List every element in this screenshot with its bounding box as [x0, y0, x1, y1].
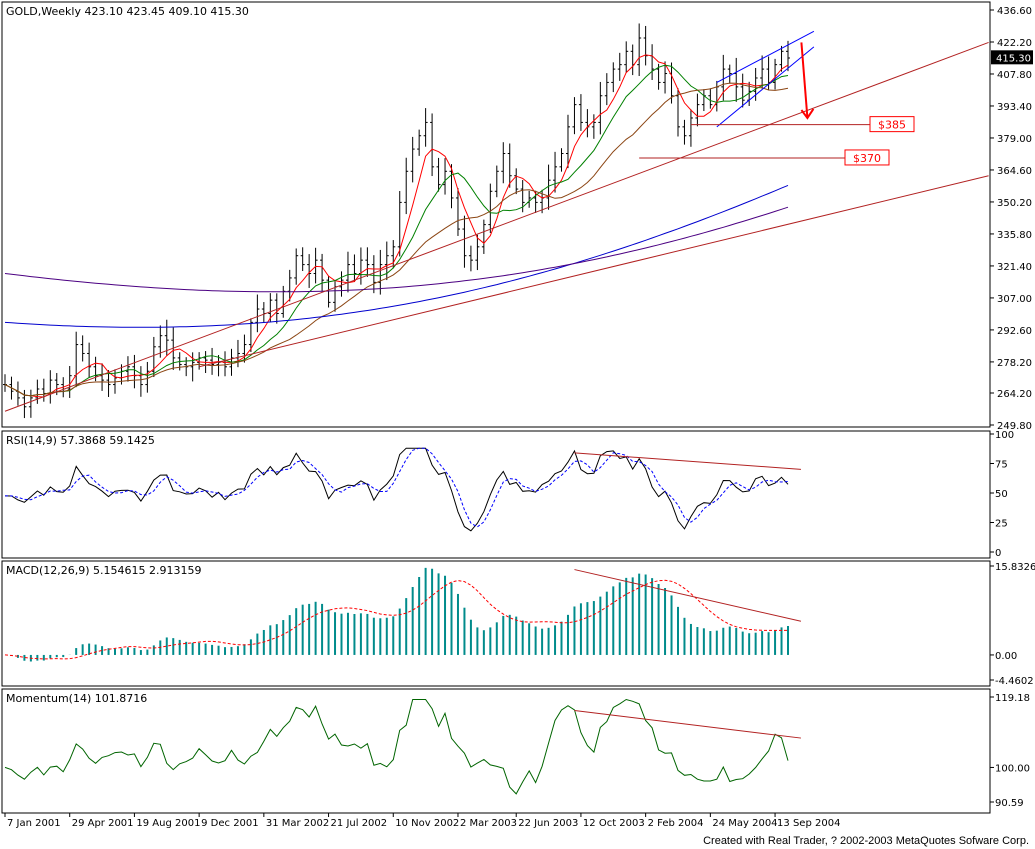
ma-20-line	[4, 82, 789, 397]
ma-5-line	[4, 54, 789, 398]
footer-credit: Created with Real Trader, ? 2002-2003 Me…	[703, 835, 1029, 847]
price-axis-label: 407.80	[997, 70, 1032, 81]
price-axis-label: 422.20	[997, 38, 1032, 49]
x-axis-label: 29 Apr 2001	[72, 818, 134, 829]
price-panel	[1, 1, 991, 428]
rsi-panel	[1, 430, 991, 559]
x-axis-label: 22 Jun 2003	[518, 818, 578, 829]
price-axis-label: 364.60	[997, 166, 1032, 177]
price-axis-label: 350.20	[997, 198, 1032, 209]
price-axis-label: 436.60	[997, 6, 1032, 17]
rsi-axis-label: 50	[995, 489, 1008, 500]
ma-10-line	[4, 64, 789, 397]
trend-line-lower	[199, 175, 989, 368]
price-panel-title: GOLD,Weekly 423.10 423.45 409.10 415.30	[6, 5, 249, 18]
momentum-panel	[1, 688, 991, 814]
macd-series-layer	[4, 567, 802, 662]
momentum-panel-title: Momentum(14) 101.8716	[6, 692, 147, 705]
ma-long-blue-line	[4, 184, 789, 328]
x-axis-label: 13 Sep 2004	[777, 818, 840, 829]
price-axis-label: 321.40	[997, 262, 1032, 273]
price-axis-label: 249.80	[997, 421, 1032, 432]
price-axis-label: 335.80	[997, 230, 1032, 241]
trend-line-major	[4, 41, 989, 412]
rsi-divergence-line	[574, 452, 801, 470]
current-price-marker	[991, 50, 1033, 65]
macd-panel-title: MACD(12,26,9) 5.154615 2.913159	[6, 564, 202, 577]
x-axis-label: 7 Jan 2001	[7, 818, 61, 829]
rsi-line	[4, 447, 789, 532]
rsi-axis-label: 25	[995, 519, 1008, 530]
macd-axis-label: 0.00	[995, 651, 1017, 662]
momentum-axis-label: 90.59	[995, 798, 1024, 809]
signal-arrow-head	[800, 108, 815, 120]
x-axis-label: 31 Mar 2002	[266, 818, 329, 829]
macd-signal-line	[4, 579, 789, 660]
x-axis-label: 2 Mar 2003	[460, 818, 517, 829]
x-axis-label: 21 Jul 2002	[331, 818, 388, 829]
macd-axis-label: 15.8326	[995, 562, 1035, 573]
support-label-box	[869, 116, 915, 133]
momentum-axis-label: 100.00	[995, 763, 1030, 774]
signal-arrow-shaft	[800, 42, 809, 119]
rsi-signal-line	[5, 447, 789, 528]
x-axis-label: 19 Aug 2001	[136, 818, 200, 829]
x-axis-label: 10 Nov 2002	[395, 818, 459, 829]
price-axis-label: 393.40	[997, 102, 1032, 113]
x-axis-label: 9 Dec 2001	[201, 818, 259, 829]
rsi-axis-label: 75	[995, 460, 1008, 471]
momentum-axis-label: 119.18	[995, 693, 1030, 704]
rsi-series-layer	[4, 447, 801, 532]
x-axis-label: 2 Feb 2004	[648, 818, 704, 829]
ma-long-purple-line	[4, 206, 789, 293]
x-axis-label: 24 May 2004	[712, 818, 777, 829]
support-label: $370	[853, 152, 881, 165]
channel-line-lower	[716, 46, 815, 128]
macd-axis-label: -4.4602	[995, 676, 1034, 687]
rsi-panel-title: RSI(14,9) 57.3868 59.1425	[6, 434, 155, 447]
channel-line-upper	[716, 30, 815, 83]
price-series-layer: $385 $370	[3, 23, 989, 419]
support-label-box	[844, 149, 890, 166]
price-axis-label: 292.60	[997, 326, 1032, 337]
price-axis-label: 379.00	[997, 134, 1032, 145]
current-price-label: 415.30	[996, 53, 1031, 64]
rsi-axis-label: 100	[995, 430, 1014, 441]
price-axis-label: 307.00	[997, 294, 1032, 305]
momentum-line	[4, 698, 789, 795]
price-axis-label: 264.20	[997, 389, 1032, 400]
momentum-series-layer	[4, 698, 802, 795]
rsi-axis-label: 0	[995, 548, 1001, 559]
momentum-divergence-line	[574, 710, 802, 739]
axis-labels-layer: 436.60 422.20 407.80 393.40 379.00 364.60 350.…	[4, 6, 1035, 829]
price-axis-label: 278.20	[997, 358, 1032, 369]
support-label: $385	[878, 119, 906, 132]
x-axis-label: 12 Oct 2003	[583, 818, 645, 829]
macd-divergence-line	[574, 569, 802, 622]
